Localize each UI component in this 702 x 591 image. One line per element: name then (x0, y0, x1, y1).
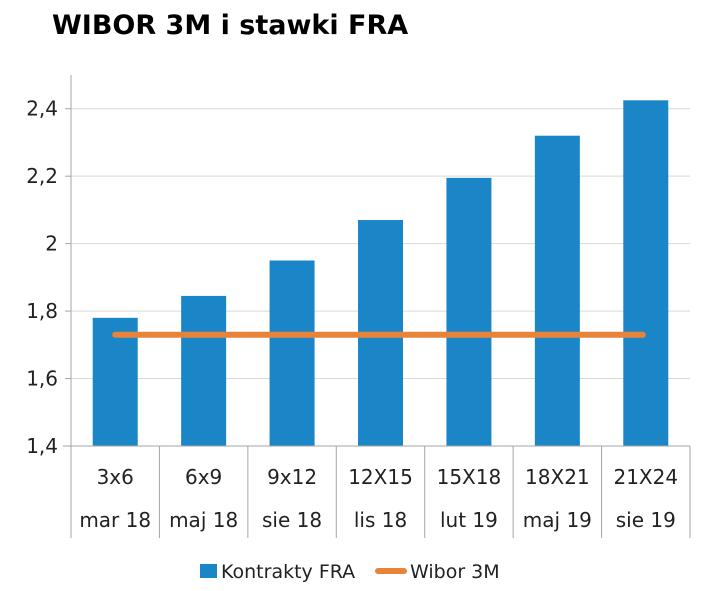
legend-label: Wibor 3M (410, 561, 500, 583)
chart-title: WIBOR 3M i stawki FRA (52, 10, 409, 41)
bar (181, 295, 227, 446)
y-tick-label: 2,4 (26, 97, 58, 121)
bar (269, 260, 315, 446)
x-category-label: 15X18 (437, 465, 502, 489)
legend-swatch-bar (200, 564, 217, 578)
x-date-label: maj 18 (169, 508, 238, 532)
bar-series (92, 100, 669, 447)
x-category-label: 6x9 (185, 465, 222, 489)
x-date-label: maj 19 (523, 508, 592, 532)
x-date-label: sie 19 (616, 508, 676, 532)
bar (92, 317, 138, 446)
bar (623, 100, 669, 446)
bar (534, 135, 580, 446)
x-category-label: 18X21 (525, 465, 590, 489)
x-category-label: 12X15 (348, 465, 413, 489)
axes: 1,4 1,6 1,8 2 2,2 2,4 3x6 mar 18 6x9 maj 18 9x12 si… (26, 75, 691, 538)
x-date-label: mar 18 (79, 508, 151, 532)
y-tick-label: 2,2 (26, 164, 58, 188)
y-tick-label: 1,4 (26, 434, 58, 458)
x-category-label: 21X24 (613, 465, 678, 489)
x-category-label: 9x12 (267, 465, 317, 489)
x-date-label: lut 19 (440, 508, 498, 532)
x-category-label: 3x6 (97, 465, 134, 489)
x-date-label: sie 18 (262, 508, 322, 532)
legend-label: Kontrakty FRA (221, 561, 355, 583)
legend: Kontrakty FRA Wibor 3M (200, 561, 500, 583)
x-date-label: lis 18 (354, 508, 407, 532)
bar (446, 177, 492, 447)
y-tick-label: 2 (45, 232, 58, 256)
y-tick-label: 1,6 (26, 367, 58, 391)
y-tick-label: 1,8 (26, 299, 58, 323)
